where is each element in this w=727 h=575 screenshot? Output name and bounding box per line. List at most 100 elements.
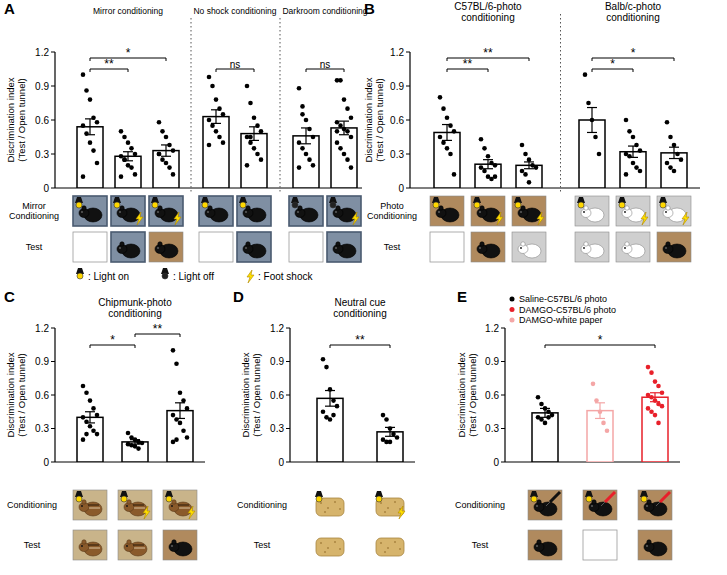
- y-tick-label: 0.3: [270, 423, 284, 434]
- y-tick: [51, 52, 55, 53]
- figure: ADiscrimination index(Test / Open tunnel…: [0, 0, 727, 575]
- group-label: Chipmunk-photoconditioning: [98, 297, 172, 319]
- needle: [656, 502, 660, 506]
- y-tick: [51, 154, 55, 155]
- y-axis-label: (Test / Open tunnel): [467, 353, 478, 436]
- data-point: [479, 137, 484, 142]
- data-point: [679, 157, 684, 162]
- photo-icon: [575, 232, 609, 262]
- data-point: [624, 118, 629, 123]
- data-point: [479, 165, 484, 170]
- photo-icon: [149, 232, 183, 262]
- data-point: [335, 129, 340, 134]
- y-tick: [51, 361, 55, 362]
- photo-bg: [471, 232, 505, 262]
- photo-bg: [471, 196, 505, 226]
- light-on: [152, 202, 158, 208]
- error-line: [305, 128, 306, 144]
- foot-shock: [682, 212, 689, 225]
- photo-icon: [583, 530, 617, 560]
- data-point: [520, 143, 525, 148]
- legend-label: DAMGO-C57BL/6 photo: [519, 305, 616, 315]
- data-point: [672, 143, 677, 148]
- animal-ear: [537, 500, 541, 504]
- photo-bg: [111, 232, 145, 262]
- error-line: [632, 146, 633, 157]
- data-point: [335, 140, 340, 145]
- y-axis-label: (Test / Open tunnel): [16, 353, 27, 436]
- y-tick: [501, 361, 505, 362]
- animal-ear: [172, 540, 176, 544]
- text-line: Chipmunk-photo: [98, 297, 172, 308]
- foot-shock: [174, 212, 181, 225]
- y-tick-label: 1.2: [390, 47, 404, 58]
- data-point: [638, 148, 643, 153]
- data-point: [527, 157, 532, 162]
- bar: [317, 398, 343, 462]
- significance-label: *: [110, 333, 115, 347]
- light-off: [330, 202, 336, 208]
- data-point: [534, 165, 539, 170]
- y-axis-label: Discrimination index: [363, 77, 374, 162]
- group-label: Mirror conditioning: [93, 6, 163, 16]
- animal-eye: [157, 247, 159, 249]
- animal-eye: [583, 247, 585, 249]
- photo-bg: [575, 196, 609, 226]
- group-label: Darkroom conditioning: [282, 6, 367, 16]
- data-point: [91, 406, 96, 411]
- sponge-hole: [384, 511, 386, 513]
- row-label: Test: [26, 242, 43, 252]
- photo-icon: [73, 232, 107, 262]
- chipmunk-stripe: [89, 508, 100, 509]
- data-point: [631, 135, 636, 140]
- legend-swatch: [510, 307, 515, 312]
- error-line: [528, 162, 529, 169]
- data-point: [178, 390, 183, 395]
- error-cap: [161, 156, 171, 157]
- animal-eye: [245, 211, 247, 213]
- photo-icon: [373, 530, 407, 560]
- text-line: Balb/c-photo: [605, 1, 662, 12]
- data-point: [342, 152, 347, 157]
- significance-label: **: [104, 57, 114, 71]
- row-label: Conditioning: [7, 500, 57, 510]
- data-point: [536, 395, 541, 400]
- data-point: [527, 180, 532, 185]
- animal-ear: [584, 242, 588, 246]
- animal-ear: [127, 500, 131, 504]
- significance-label: *: [598, 333, 603, 347]
- data-point: [185, 406, 190, 411]
- data-point: [668, 135, 673, 140]
- chipmunk-stripe: [89, 548, 100, 549]
- data-point: [445, 146, 450, 151]
- data-point: [122, 157, 127, 162]
- data-point: [631, 161, 636, 166]
- data-point: [324, 365, 329, 370]
- data-point: [601, 421, 606, 426]
- data-point: [174, 437, 179, 442]
- data-point: [675, 152, 680, 157]
- sponge-hole: [324, 551, 326, 553]
- animal-ear: [584, 206, 588, 210]
- data-point: [543, 421, 548, 426]
- photo-icon: [199, 232, 233, 262]
- animal-eye: [520, 247, 522, 249]
- error-cap: [587, 107, 597, 108]
- data-point: [171, 172, 176, 177]
- photo-icon: [471, 196, 505, 226]
- light-on: [531, 496, 537, 502]
- needle: [546, 502, 550, 506]
- data-point: [245, 163, 250, 168]
- data-point: [178, 421, 183, 426]
- photo-bg: [73, 196, 107, 226]
- error-line: [89, 119, 90, 135]
- sponge-hole: [387, 547, 389, 549]
- sponge-hole: [394, 501, 396, 503]
- photo-bg: [313, 530, 347, 560]
- error-line: [329, 391, 330, 407]
- animal-ear: [208, 206, 212, 210]
- data-point: [81, 437, 86, 442]
- data-point: [217, 106, 222, 111]
- photo-bg: [430, 196, 464, 226]
- data-point: [646, 406, 651, 411]
